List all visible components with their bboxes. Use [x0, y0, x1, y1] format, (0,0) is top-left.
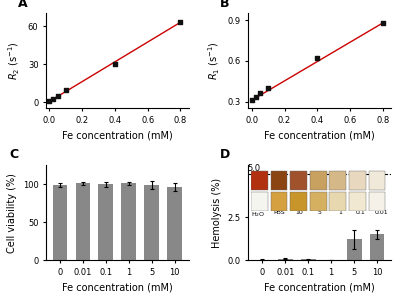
Bar — [347, 239, 362, 260]
Text: B: B — [220, 0, 229, 10]
Text: 5.0: 5.0 — [247, 164, 261, 173]
Point — [249, 98, 255, 103]
Point — [265, 86, 271, 90]
Point — [380, 21, 386, 25]
X-axis label: Fe concentration (mM): Fe concentration (mM) — [264, 282, 375, 292]
Point — [50, 97, 57, 101]
Bar — [167, 187, 182, 260]
Y-axis label: $R_2$ (s$^{-1}$): $R_2$ (s$^{-1}$) — [7, 42, 22, 80]
Text: 0.1: 0.1 — [356, 210, 365, 215]
Bar — [278, 259, 293, 260]
Y-axis label: $R_1$ (s$^{-1}$): $R_1$ (s$^{-1}$) — [207, 42, 222, 80]
Point — [55, 93, 61, 98]
Bar — [370, 234, 385, 260]
Point — [46, 99, 53, 104]
Text: H$_2$O: H$_2$O — [251, 210, 265, 219]
Text: 5: 5 — [318, 210, 322, 215]
Text: 0.01: 0.01 — [374, 210, 388, 215]
Text: PBS: PBS — [273, 210, 285, 215]
X-axis label: Fe concentration (mM): Fe concentration (mM) — [264, 131, 375, 141]
Text: 10: 10 — [296, 210, 303, 215]
Point — [253, 95, 259, 100]
Y-axis label: Hemolysis (%): Hemolysis (%) — [212, 178, 222, 248]
Point — [177, 20, 184, 25]
Point — [112, 62, 118, 66]
Text: 1: 1 — [338, 210, 342, 215]
Point — [257, 91, 263, 96]
Y-axis label: Cell viability (%): Cell viability (%) — [7, 173, 17, 253]
X-axis label: Fe concentration (mM): Fe concentration (mM) — [62, 131, 173, 141]
Bar — [99, 184, 113, 260]
X-axis label: Fe concentration (mM): Fe concentration (mM) — [62, 282, 173, 292]
Point — [63, 88, 69, 92]
Bar — [75, 184, 90, 260]
Point — [314, 56, 320, 61]
Text: C: C — [9, 149, 18, 161]
Bar — [301, 259, 316, 260]
Text: D: D — [220, 149, 230, 161]
Text: A: A — [18, 0, 27, 10]
Bar — [144, 185, 159, 260]
Bar — [53, 185, 67, 260]
Bar — [122, 184, 136, 260]
